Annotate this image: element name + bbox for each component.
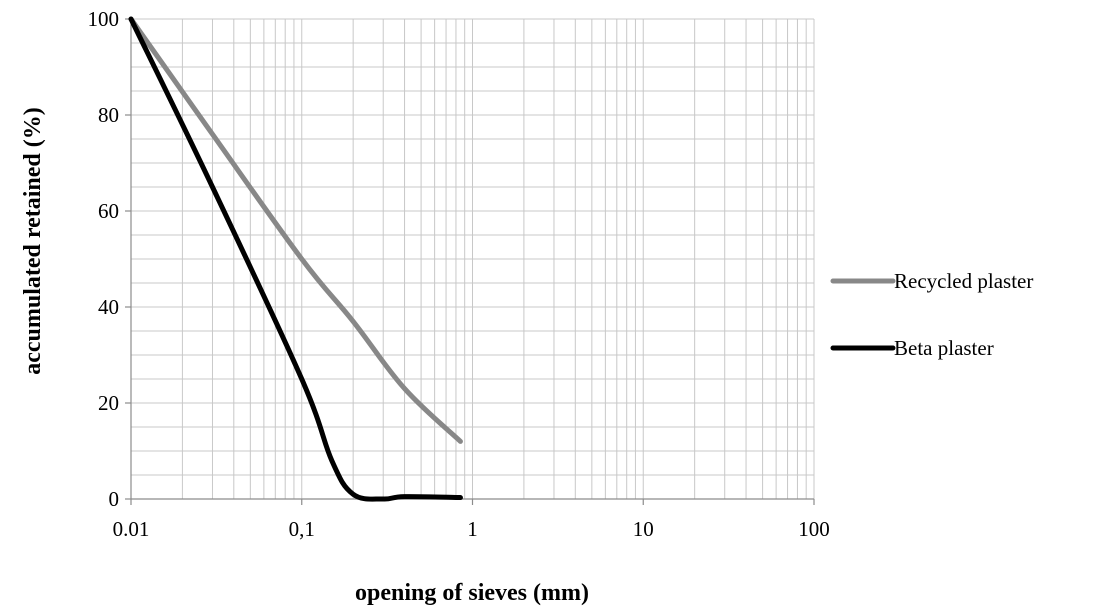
legend: Recycled plaster Beta plaster <box>830 269 1033 360</box>
grid <box>130 18 815 500</box>
legend-label-beta-plaster: Beta plaster <box>894 336 994 360</box>
series-line-recycled-plaster <box>128 16 463 444</box>
y-tick-label: 80 <box>98 103 119 127</box>
series-line-beta-plaster <box>128 16 463 502</box>
legend-label-recycled-plaster: Recycled plaster <box>894 269 1033 293</box>
y-tick-label: 60 <box>98 199 119 223</box>
axes <box>125 18 815 505</box>
x-tick-label: 0,1 <box>289 517 315 541</box>
x-axis-title: opening of sieves (mm) <box>355 580 589 606</box>
y-axis-title: accumulated retained (%) <box>20 107 46 375</box>
x-tick-label: 10 <box>633 517 654 541</box>
x-tick-label: 1 <box>467 517 478 541</box>
plot-series <box>128 16 463 502</box>
tick-labels: 0 20 40 60 80 100 0.01 0,1 1 10 100 <box>88 7 830 541</box>
y-tick-label: 40 <box>98 295 119 319</box>
y-tick-label: 0 <box>109 487 120 511</box>
x-tick-label: 0.01 <box>113 517 150 541</box>
y-tick-label: 100 <box>88 7 120 31</box>
x-tick-label: 100 <box>798 517 830 541</box>
y-tick-label: 20 <box>98 391 119 415</box>
